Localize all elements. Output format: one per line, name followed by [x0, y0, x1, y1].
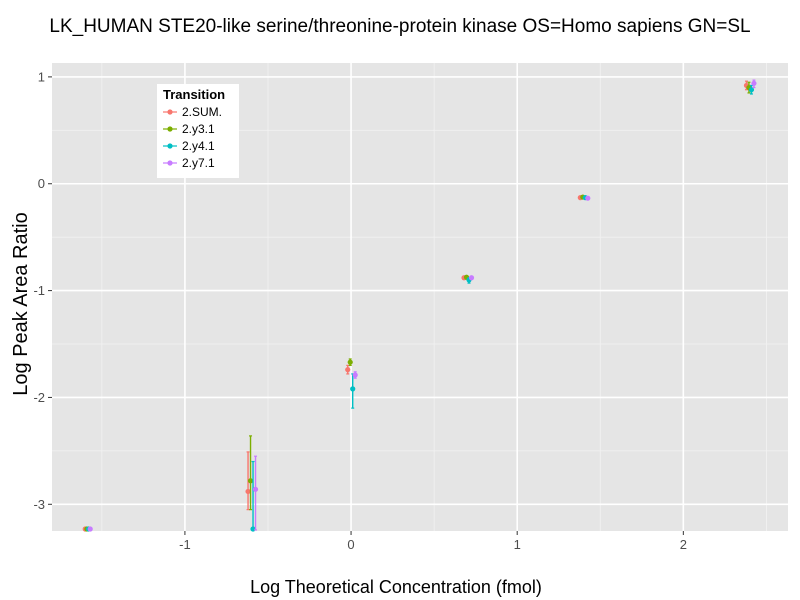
y-tick-label: 0 — [38, 176, 45, 191]
legend-key-point — [167, 143, 173, 149]
data-point — [585, 195, 591, 201]
legend-key-point — [167, 109, 173, 115]
legend-key-point — [167, 160, 173, 166]
y-tick-label: -2 — [33, 390, 45, 405]
y-axis-title: Log Peak Area Ratio — [10, 212, 32, 395]
data-point — [748, 87, 755, 93]
data-point — [468, 275, 475, 281]
y-tick-label: -1 — [33, 283, 45, 298]
series-2-y7-1 — [87, 79, 757, 532]
data-point — [751, 80, 757, 86]
legend: Transition 2.SUM. 2.y3.1 2.y4.1 2.y7.1 — [157, 84, 239, 178]
y-tick-label: -3 — [33, 497, 45, 512]
data-point — [87, 526, 93, 532]
x-tick-label: 1 — [514, 537, 521, 552]
data-point — [245, 488, 251, 495]
legend-items: 2.SUM. 2.y3.1 2.y4.1 2.y7.1 — [163, 105, 222, 170]
x-axis-ticks: -1 0 1 2 — [179, 531, 687, 552]
data-point — [247, 478, 254, 484]
data-point — [347, 359, 353, 365]
legend-label: 2.y3.1 — [182, 122, 215, 136]
legend-label: 2.SUM. — [182, 105, 222, 119]
grid-major — [52, 63, 788, 531]
x-tick-label: -1 — [179, 537, 191, 552]
x-tick-label: 2 — [680, 537, 687, 552]
x-tick-label: 0 — [347, 537, 354, 552]
legend-title: Transition — [163, 87, 225, 102]
data-point — [252, 486, 259, 492]
y-axis-ticks: -3 -2 -1 0 1 — [33, 69, 52, 512]
y-tick-label: 1 — [38, 69, 45, 84]
data-point — [345, 367, 351, 373]
data-point — [350, 386, 356, 392]
data-marks — [82, 79, 757, 532]
legend-label: 2.y4.1 — [182, 139, 215, 153]
legend-key-point — [167, 126, 173, 132]
x-axis-title: Log Theoretical Concentration (fmol) — [250, 577, 542, 597]
legend-label: 2.y7.1 — [182, 156, 215, 170]
chart-title: LK_HUMAN STE20-like serine/threonine-pro… — [49, 16, 750, 37]
data-point — [352, 372, 358, 378]
